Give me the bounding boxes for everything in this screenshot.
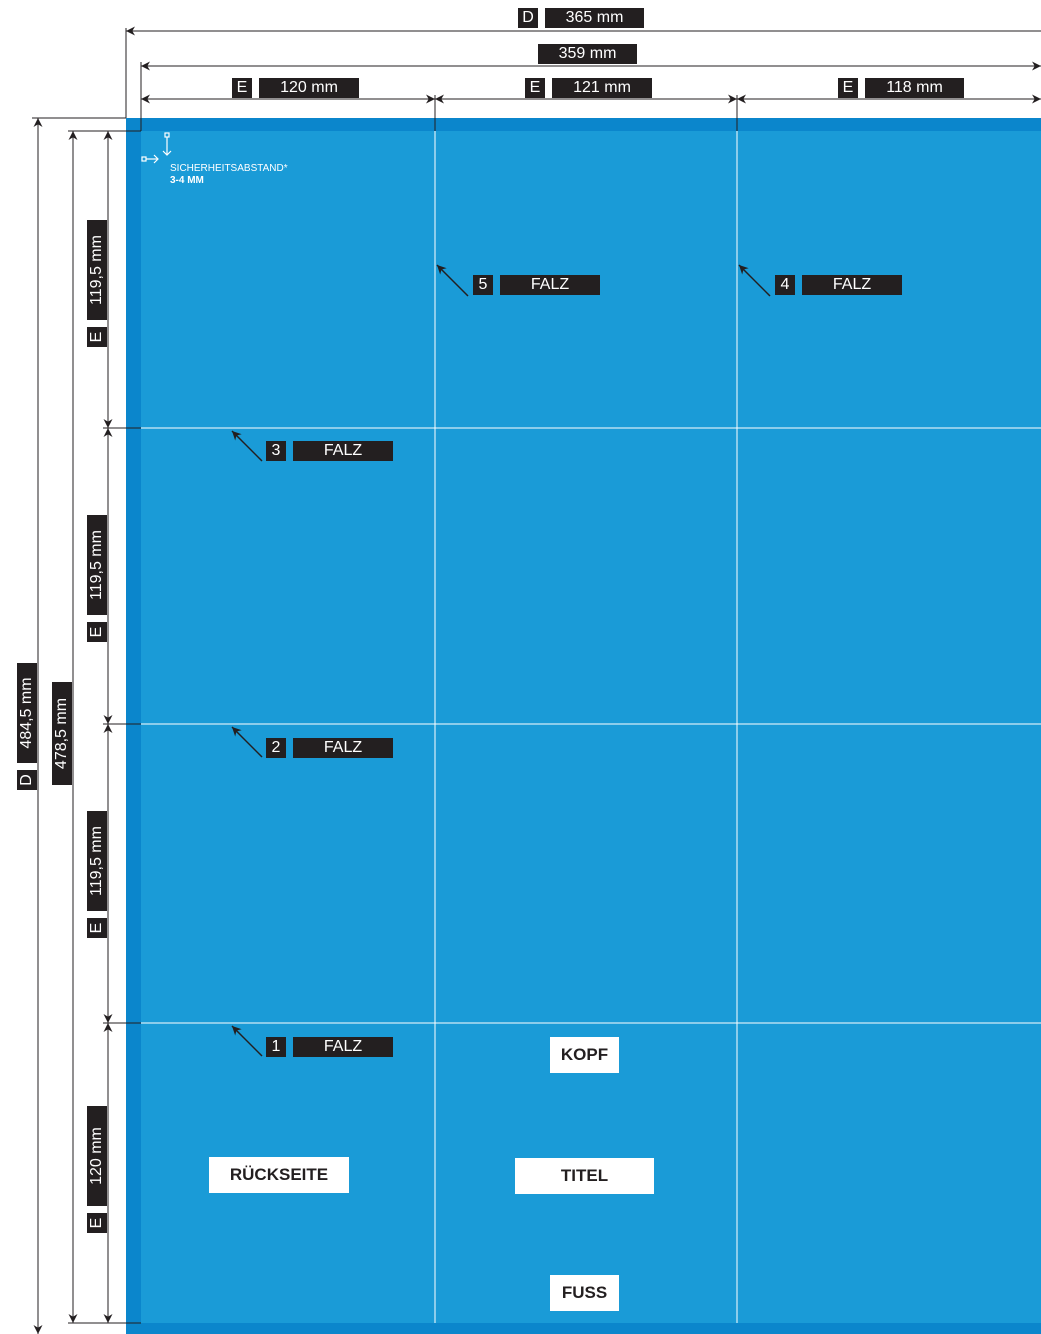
col3-key: E [838,78,858,98]
col1-key: E [232,78,252,98]
safety-margin-value: 3-4 MM [170,175,204,186]
net-height-value: 478,5 mm [52,682,72,785]
net-height-label: 478,5 mm [52,682,72,785]
fold-text-2: FALZ [293,738,393,758]
fold-lines [141,131,1041,1323]
fold-arrow-2 [231,726,263,758]
safety-margin-note: SICHERHEITSABSTAND* 3-4 MM [170,163,288,187]
row1-key: E [87,327,107,347]
fold-label-5: 5 FALZ [473,275,600,295]
row2-value: 119,5 mm [87,515,107,615]
fold-arrow-4 [738,264,771,297]
col3-value: 118 mm [865,78,964,98]
fold-label-4: 4 FALZ [775,275,902,295]
total-width-label: D 365 mm [518,8,644,28]
fold-number-4: 4 [775,275,795,295]
sheet-panel [141,131,1041,1323]
back-panel-label: RÜCKSEITE [209,1157,349,1193]
fold-text-5: FALZ [500,275,600,295]
net-width-value: 359 mm [538,44,637,64]
col1-value: 120 mm [259,78,359,98]
fold-arrow-1 [231,1025,263,1057]
row4-key: E [87,1213,107,1233]
total-height-label: D 484,5 mm [17,663,37,790]
dimension-lines [32,26,1041,1334]
fold-label-3: 3 FALZ [266,441,393,461]
net-width-label: 359 mm [538,44,637,64]
row1-height-label: E 119,5 mm [87,220,107,347]
col2-key: E [525,78,545,98]
fold-number-5: 5 [473,275,493,295]
fold-text-3: FALZ [293,441,393,461]
row4-height-label: E 120 mm [87,1106,107,1233]
col3-width-label: E 118 mm [838,78,964,98]
col2-value: 121 mm [552,78,652,98]
row2-height-label: E 119,5 mm [87,515,107,642]
col1-width-label: E 120 mm [232,78,359,98]
foot-panel-label: FUSS [550,1275,619,1311]
total-height-value: 484,5 mm [17,663,37,763]
fold-text-1: FALZ [293,1037,393,1057]
row4-value: 120 mm [87,1106,107,1206]
fold-label-1: 1 FALZ [266,1037,393,1057]
row3-value: 119,5 mm [87,811,107,911]
fold-text-4: FALZ [802,275,902,295]
safety-margin-label: SICHERHEITSABSTAND* [170,163,288,174]
fold-number-3: 3 [266,441,286,461]
row3-height-label: E 119,5 mm [87,811,107,938]
col2-width-label: E 121 mm [525,78,652,98]
fold-arrow-5 [436,264,469,297]
head-panel-label: KOPF [550,1037,619,1073]
row1-value: 119,5 mm [87,220,107,320]
total-width-key: D [518,8,538,28]
fold-arrows [231,264,771,1057]
row3-key: E [87,918,107,938]
fold-label-2: 2 FALZ [266,738,393,758]
total-height-key: D [17,770,37,790]
total-width-value: 365 mm [545,8,644,28]
fold-arrow-3 [231,430,263,462]
row2-key: E [87,622,107,642]
fold-number-1: 1 [266,1037,286,1057]
safety-margin-icon [141,132,172,164]
fold-number-2: 2 [266,738,286,758]
title-panel-label: TITEL [515,1158,654,1194]
